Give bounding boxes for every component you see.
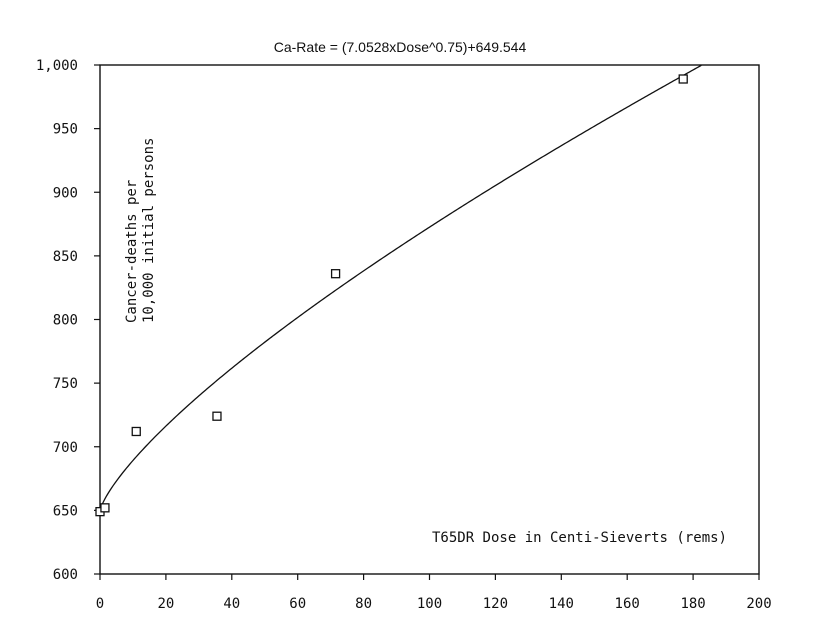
y-tick-label: 900: [53, 185, 78, 201]
x-tick-label: 20: [157, 596, 174, 612]
y-tick-label: 950: [53, 122, 78, 138]
y-tick-label: 1,000: [36, 58, 78, 74]
x-tick-label: 120: [483, 596, 508, 612]
x-tick-label: 100: [417, 596, 442, 612]
y-tick-label: 750: [53, 376, 78, 392]
data-point: [212, 411, 222, 421]
y-tick-label: 650: [53, 503, 78, 519]
y-tick-label: 850: [53, 249, 78, 265]
x-tick-label: 0: [96, 596, 104, 612]
x-tick-label: 200: [746, 596, 771, 612]
x-tick-label: 60: [289, 596, 306, 612]
y-axis: 600 650 700 750 800 850 900 950 1,000: [36, 58, 100, 583]
x-tick-label: 160: [615, 596, 640, 612]
fit-curve: [99, 64, 702, 512]
chart-title: Ca-Rate = (7.0528xDose^0.75)+649.544: [274, 39, 527, 55]
x-tick-label: 180: [680, 596, 705, 612]
data-points: [95, 74, 688, 517]
y-axis-label-line-1: Cancer-deaths per: [124, 180, 140, 323]
x-tick-label: 140: [549, 596, 574, 612]
data-point: [678, 74, 688, 84]
x-axis-label: T65DR Dose in Centi-Sieverts (rems): [432, 530, 727, 546]
x-axis: 0 20 40 60 80 100 120 140 160 180 200: [96, 574, 772, 612]
x-tick-label: 40: [223, 596, 240, 612]
data-point: [131, 426, 141, 437]
plot-frame: [99, 64, 760, 575]
y-axis-label-line-2: 10,000 initial persons: [141, 138, 157, 323]
y-tick-label: 700: [53, 440, 78, 456]
data-point: [330, 269, 341, 279]
data-point: [100, 503, 110, 513]
y-tick-label: 800: [53, 313, 78, 329]
y-tick-label: 600: [53, 567, 78, 583]
x-tick-label: 80: [355, 596, 372, 612]
